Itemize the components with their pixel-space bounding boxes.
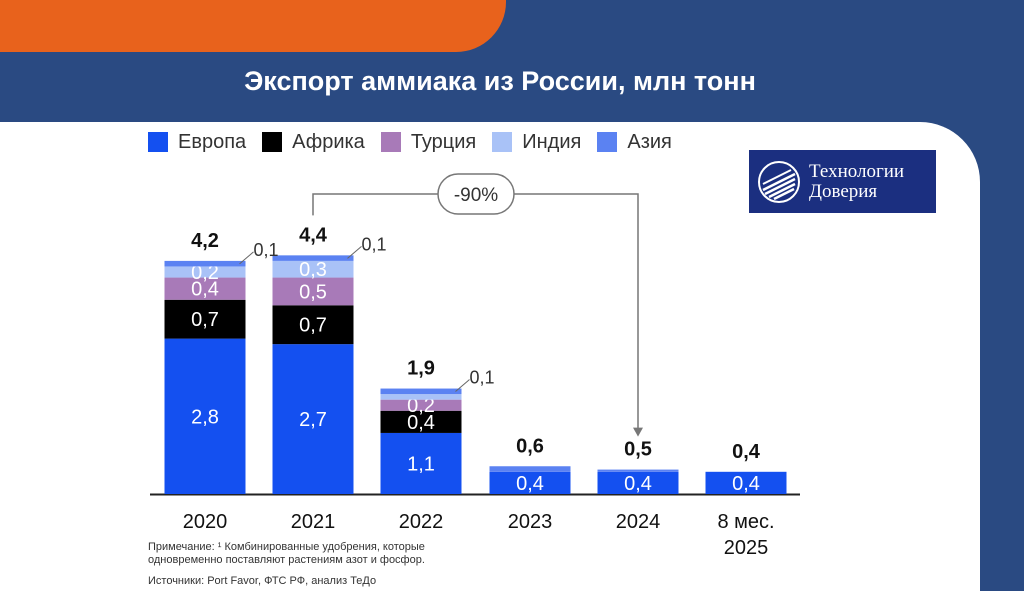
bar-segment <box>380 399 462 411</box>
annotation-change-label: -90% <box>454 185 498 206</box>
legend-swatch <box>262 132 283 152</box>
footnote-line2: одновременно поставляют растениям азот и… <box>148 554 425 566</box>
bar-segment <box>272 305 354 345</box>
bar-total-label: 1,9 <box>407 358 435 380</box>
bar-segment <box>380 388 462 395</box>
callout-label: 0,1 <box>254 240 279 260</box>
logo-emblem-icon <box>758 160 800 203</box>
bar-value-label: 2,7 <box>299 409 327 431</box>
callout-leader-line <box>347 245 362 259</box>
legend-label: Индия <box>522 130 582 153</box>
x-tick-label: 8 мес. <box>717 511 774 533</box>
legend-swatch <box>148 132 168 152</box>
footnote-line1: Примечание: ¹ Комбинированные удобрения,… <box>148 541 425 553</box>
bar-segment <box>380 394 462 400</box>
bar-value-label: 0,4 <box>624 473 652 495</box>
bar-segment <box>705 471 787 494</box>
logo-text-line1: Технологии <box>809 160 905 182</box>
legend-swatch <box>492 132 513 152</box>
legend-item-3: Индия <box>492 131 581 154</box>
bar-value-label: 2,8 <box>191 406 219 428</box>
legend-item-4: Азия <box>597 131 672 154</box>
legend-item-2: Турция <box>380 130 477 154</box>
x-tick-label: 2023 <box>508 511 553 533</box>
bar-total-label: 0,5 <box>624 439 652 461</box>
x-tick-label: 2022 <box>399 511 444 533</box>
legend-swatch <box>597 132 618 152</box>
annotation-arrowhead <box>633 427 643 437</box>
bar-segment <box>164 338 246 494</box>
page-title: Экспорт аммиака из России, млн тонн <box>244 66 756 96</box>
bar-segment <box>272 277 354 306</box>
x-tick-label: 2020 <box>183 511 228 533</box>
chart-footnote: Примечание: ¹ Комбинированные удобрения,… <box>148 541 508 567</box>
legend-swatch <box>380 132 401 152</box>
callout-leader-line <box>455 379 470 392</box>
bar-value-label: 0,4 <box>516 473 544 495</box>
x-tick-label: 2021 <box>291 511 336 533</box>
bar-value-label: 0,7 <box>299 315 327 337</box>
legend-label: Турция <box>410 130 477 153</box>
header-accent-tab <box>0 0 506 52</box>
legend-item-0: Европа <box>148 131 246 154</box>
bar-segment <box>597 469 679 472</box>
logo-text-line2: Доверия <box>809 180 878 202</box>
chart-source: Источники: Port Favor, ФТС РФ, анализ Те… <box>148 575 377 587</box>
bar-segment <box>272 255 354 261</box>
annotation-bracket <box>312 193 639 430</box>
bar-segment <box>272 260 354 278</box>
x-tick-label: 2024 <box>616 511 661 533</box>
bar-value-label: 0,2 <box>191 262 219 284</box>
bar-segment <box>489 466 571 472</box>
bar-segment <box>489 471 571 494</box>
legend-label: Европа <box>178 130 247 153</box>
bar-value-label: 0,3 <box>299 259 327 281</box>
bar-segment <box>380 432 462 494</box>
callout-label: 0,1 <box>362 234 387 254</box>
chart-legend: Европа Африка Турция Индия Азия <box>148 130 672 154</box>
bar-total-label: 4,2 <box>191 230 219 252</box>
bar-value-label: 0,4 <box>732 473 760 495</box>
bar-value-label: 0,7 <box>191 309 219 331</box>
x-tick-label: 2025 <box>724 537 769 559</box>
logo: Технологии Доверия <box>749 150 936 213</box>
bar-value-label: 0,4 <box>407 412 435 434</box>
legend-item-1: Африка <box>262 131 365 154</box>
bar-segment <box>597 471 679 494</box>
annotation-pill <box>437 173 515 215</box>
bar-segment <box>272 344 354 494</box>
callout-label: 0,1 <box>470 368 495 388</box>
bar-total-label: 4,4 <box>299 224 328 246</box>
legend-label: Азия <box>627 130 672 153</box>
bar-value-label: 0,5 <box>299 281 327 303</box>
legend-label: Африка <box>292 130 365 153</box>
bar-value-label: 1,1 <box>407 453 435 475</box>
bar-value-label: 0,2 <box>407 395 435 417</box>
bar-value-label: 0,4 <box>191 279 219 301</box>
bar-segment <box>164 277 246 300</box>
bar-segment <box>164 299 246 339</box>
bar-total-label: 0,4 <box>732 441 761 463</box>
bar-segment <box>164 260 246 267</box>
bar-segment <box>164 266 246 278</box>
bar-total-label: 0,6 <box>516 435 544 457</box>
callout-leader-line <box>239 251 254 265</box>
bar-segment <box>380 410 462 433</box>
